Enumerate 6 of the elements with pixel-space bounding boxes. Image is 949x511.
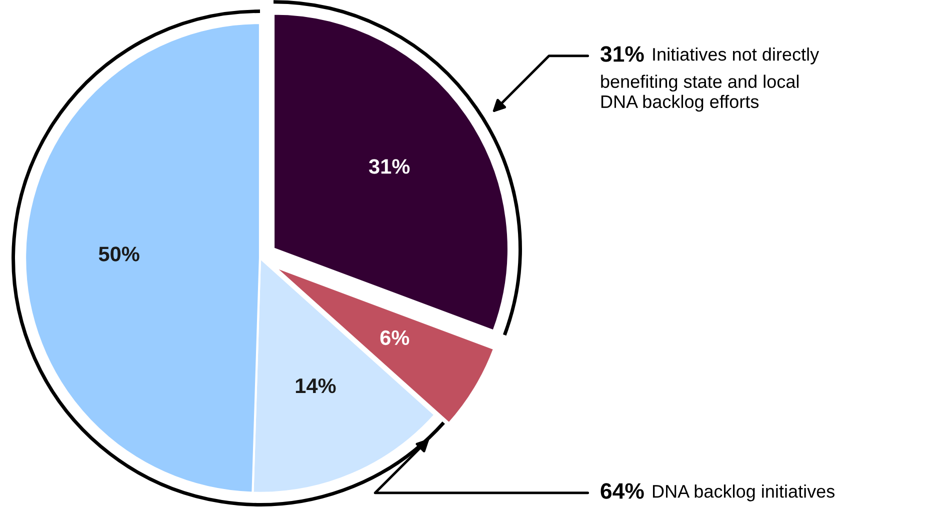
text: 31% Initiatives not directly benefiting state and local DNA backlog efforts — [600, 46, 820, 112]
data-label: 31% — [368, 159, 410, 174]
data-label: 14% — [296, 378, 336, 394]
data-label: 50% — [98, 246, 140, 262]
text: 64% DNA backlog initiatives — [600, 483, 835, 502]
data-label: 6% — [380, 330, 410, 346]
